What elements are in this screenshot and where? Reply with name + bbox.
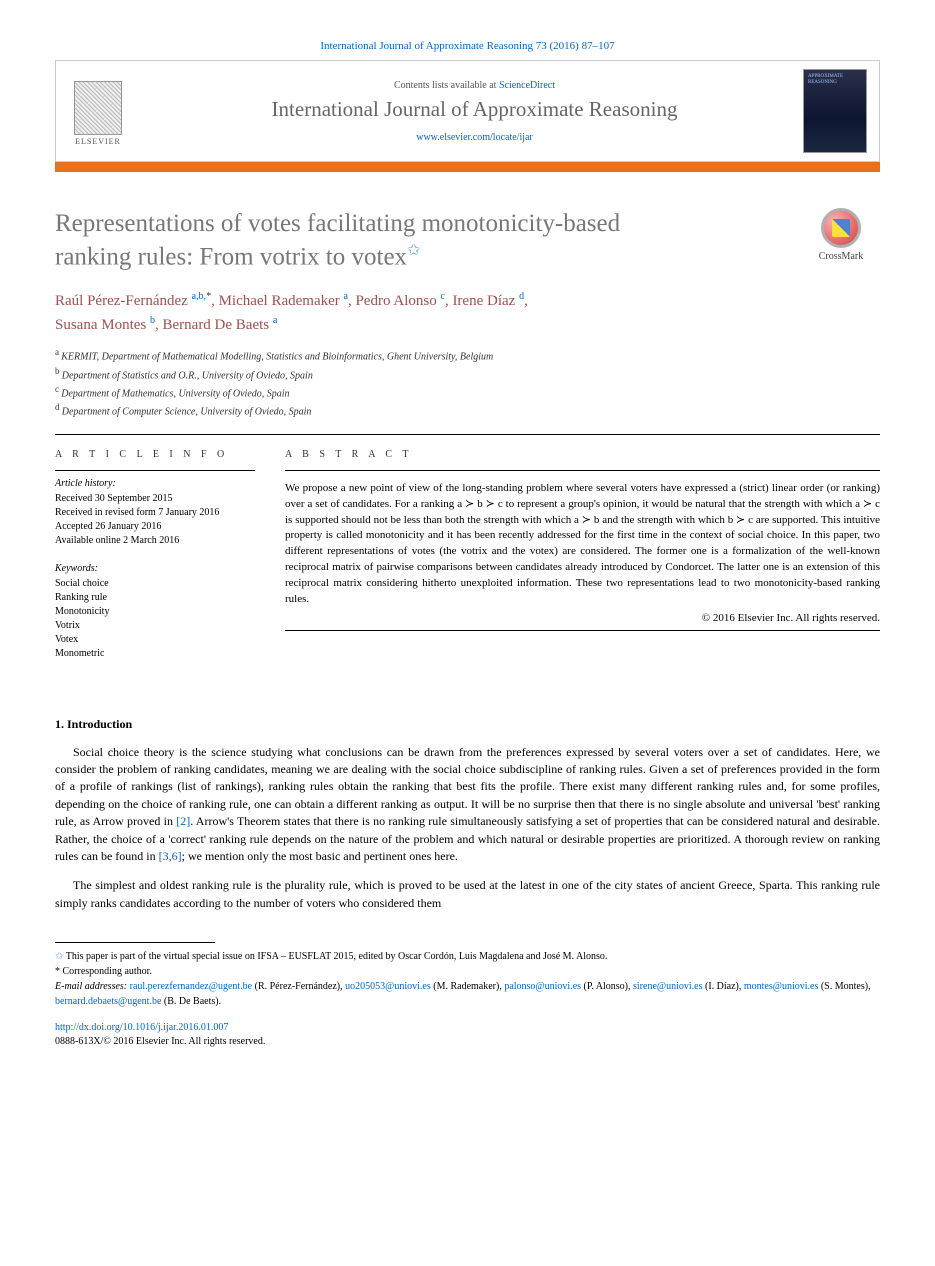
elsevier-tree-icon	[74, 81, 122, 135]
keyword: Votex	[55, 633, 255, 647]
author-email-link[interactable]: palonso@uniovi.es	[504, 981, 581, 992]
author-list: Raúl Pérez-Fernández a,b,*, Michael Rade…	[55, 289, 880, 336]
author-affil-sup: b	[150, 315, 155, 326]
author-affil-sup: a,b,	[192, 291, 206, 302]
affiliation: c Department of Mathematics, University …	[55, 383, 880, 401]
footnote-special-issue: ✩ This paper is part of the virtual spec…	[55, 949, 880, 964]
journal-banner: ELSEVIER Contents lists available at Sci…	[55, 60, 880, 162]
abstract-heading: A B S T R A C T	[285, 449, 880, 460]
keyword: Monotonicity	[55, 605, 255, 619]
author: Michael Rademaker	[219, 293, 344, 309]
citation-link[interactable]: [3,6]	[159, 849, 182, 863]
author: Pedro Alonso	[355, 293, 440, 309]
author-email-link[interactable]: bernard.debaets@ugent.be	[55, 996, 161, 1007]
author-affil-sup: c	[440, 291, 444, 302]
contents-available: Contents lists available at ScienceDirec…	[146, 80, 803, 91]
crossmark-icon	[821, 208, 861, 248]
footnote-star-text: This paper is part of the virtual specia…	[66, 951, 608, 962]
keyword: Votrix	[55, 619, 255, 633]
keywords-head: Keywords:	[55, 562, 255, 576]
author-affil-sup: d	[519, 291, 524, 302]
sciencedirect-link[interactable]: ScienceDirect	[499, 80, 555, 91]
orange-divider	[55, 162, 880, 172]
author: Raúl Pérez-Fernández	[55, 293, 192, 309]
asterisk-icon: *	[55, 966, 60, 977]
affiliation: d Department of Computer Science, Univer…	[55, 401, 880, 419]
affiliation-sup: a	[55, 347, 61, 357]
journal-url-link[interactable]: www.elsevier.com/locate/ijar	[416, 132, 533, 143]
citation-link[interactable]: [2]	[176, 814, 190, 828]
affiliation-sup: b	[55, 366, 62, 376]
citation-header: International Journal of Approximate Rea…	[55, 40, 880, 52]
doi-block: http://dx.doi.org/10.1016/j.ijar.2016.01…	[55, 1021, 880, 1049]
history-line: Available online 2 March 2016	[55, 534, 255, 548]
title-line2: ranking rules: From votrix to votex	[55, 243, 407, 270]
journal-name: International Journal of Approximate Rea…	[146, 97, 803, 122]
history-line: Accepted 26 January 2016	[55, 520, 255, 534]
affiliation-list: a KERMIT, Department of Mathematical Mod…	[55, 346, 880, 419]
author-email-link[interactable]: uo205053@uniovi.es	[345, 981, 431, 992]
crossmark-label: CrossMark	[802, 251, 880, 262]
divider	[55, 470, 255, 471]
abstract-body: We propose a new point of view of the lo…	[285, 481, 880, 609]
history-lines: Received 30 September 2015Received in re…	[55, 492, 255, 548]
affiliation-sup: d	[55, 402, 62, 412]
author: Susana Montes	[55, 317, 150, 333]
crossmark-badge[interactable]: CrossMark	[802, 208, 880, 262]
affiliation-sup: c	[55, 384, 61, 394]
author-email-link[interactable]: raul.perezfernandez@ugent.be	[130, 981, 252, 992]
section-1-heading: 1. Introduction	[55, 717, 880, 732]
title-footnote-star-icon: ✩	[407, 242, 420, 259]
author-affil-sup: a	[273, 315, 277, 326]
intro-paragraph-1: Social choice theory is the science stud…	[55, 744, 880, 866]
divider	[55, 434, 880, 435]
keyword: Ranking rule	[55, 591, 255, 605]
divider	[285, 470, 880, 471]
affiliation: a KERMIT, Department of Mathematical Mod…	[55, 346, 880, 364]
cover-thumb-label: APPROXIMATE REASONING	[808, 74, 862, 85]
footnote-corresponding: * Corresponding author.	[55, 964, 880, 979]
corresponding-asterisk-icon: *	[206, 291, 211, 302]
history-head: Article history:	[55, 477, 255, 491]
abstract-copyright: © 2016 Elsevier Inc. All rights reserved…	[285, 612, 880, 624]
star-icon: ✩	[55, 951, 63, 962]
abstract-column: A B S T R A C T We propose a new point o…	[285, 449, 880, 675]
divider	[285, 630, 880, 631]
footnote-separator	[55, 942, 215, 943]
issn-copyright: 0888-613X/© 2016 Elsevier Inc. All right…	[55, 1036, 265, 1047]
keyword: Monometric	[55, 647, 255, 661]
contents-prefix: Contents lists available at	[394, 80, 499, 91]
intro-paragraph-2: The simplest and oldest ranking rule is …	[55, 877, 880, 912]
doi-link[interactable]: http://dx.doi.org/10.1016/j.ijar.2016.01…	[55, 1022, 228, 1033]
email-label: E-mail addresses:	[55, 981, 130, 992]
history-line: Received in revised form 7 January 2016	[55, 506, 255, 520]
article-info-heading: A R T I C L E I N F O	[55, 449, 255, 460]
author: Irene Díaz	[452, 293, 519, 309]
author: Bernard De Baets	[163, 317, 273, 333]
footnotes: ✩ This paper is part of the virtual spec…	[55, 949, 880, 1009]
history-line: Received 30 September 2015	[55, 492, 255, 506]
footnote-corresponding-text: Corresponding author.	[63, 966, 152, 977]
article-title: Representations of votes facilitating mo…	[55, 208, 782, 273]
elsevier-logo: ELSEVIER	[68, 76, 128, 146]
keyword: Social choice	[55, 577, 255, 591]
author-email-link[interactable]: sirene@uniovi.es	[633, 981, 702, 992]
title-line1: Representations of votes facilitating mo…	[55, 210, 620, 237]
keyword-lines: Social choiceRanking ruleMonotonicityVot…	[55, 577, 255, 661]
elsevier-label: ELSEVIER	[75, 137, 121, 146]
footnote-emails: E-mail addresses: raul.perezfernandez@ug…	[55, 979, 880, 1009]
article-info-column: A R T I C L E I N F O Article history: R…	[55, 449, 255, 675]
author-affil-sup: a	[344, 291, 348, 302]
affiliation: b Department of Statistics and O.R., Uni…	[55, 365, 880, 383]
journal-cover-thumb: APPROXIMATE REASONING	[803, 69, 867, 153]
author-email-link[interactable]: montes@uniovi.es	[744, 981, 818, 992]
